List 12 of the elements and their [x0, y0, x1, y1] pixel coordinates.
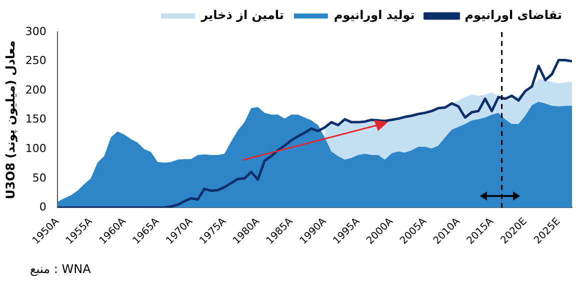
y-tick-label: 250 [25, 54, 46, 68]
legend-label: تقاضای اورانیوم [464, 8, 562, 22]
y-tick-label: 200 [25, 83, 46, 96]
legend-label: تامین از ذخایر [200, 8, 284, 22]
y-tick-label: 100 [25, 142, 46, 155]
y-tick-label: 150 [25, 112, 46, 126]
y-tick-label: 0 [39, 200, 46, 214]
y-tick-label: 50 [32, 171, 46, 184]
y-tick-label: 300 [25, 24, 46, 38]
text: منبع : WNA [30, 262, 91, 276]
legend-label: تولید اورانیوم [334, 8, 415, 22]
y-axis-title: U3O8 معادل (میلیون پوند) [3, 40, 18, 200]
